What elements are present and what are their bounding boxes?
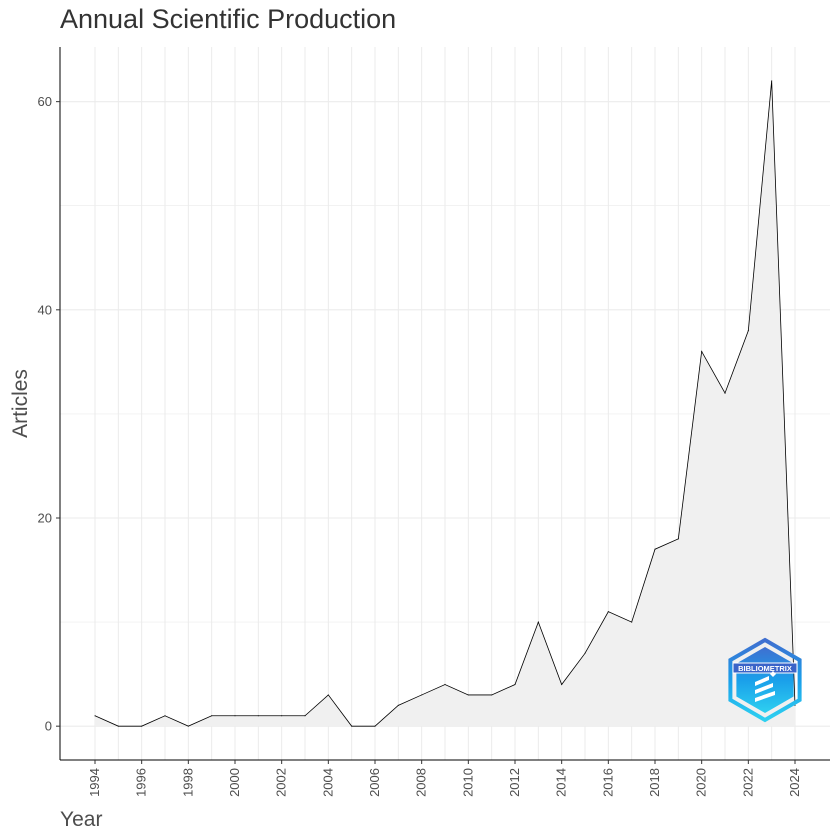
data-point [187, 725, 189, 727]
data-point [327, 694, 329, 696]
data-point [747, 330, 749, 332]
x-tick-label: 2004 [320, 768, 335, 797]
data-point [701, 350, 703, 353]
x-tick-label: 2024 [787, 768, 802, 797]
data-point [397, 704, 399, 706]
data-point [561, 683, 563, 686]
data-point [724, 392, 726, 394]
data-point [771, 80, 773, 82]
x-tick-label: 2002 [274, 768, 289, 797]
y-tick-label: 0 [45, 719, 52, 734]
x-tick-label: 2014 [554, 768, 569, 797]
data-point [677, 538, 679, 540]
data-point [211, 715, 213, 717]
data-point [281, 715, 283, 717]
x-tick-label: 2020 [694, 768, 709, 797]
data-point [631, 621, 633, 623]
data-point [164, 715, 166, 717]
x-tick-label: 1998 [180, 768, 195, 797]
data-point [94, 715, 96, 717]
data-point [537, 621, 539, 623]
x-tick-label: 2006 [367, 768, 382, 797]
data-point [234, 715, 236, 717]
data-point [444, 683, 446, 686]
data-point [257, 715, 259, 717]
data-point [351, 725, 353, 727]
data-point [117, 725, 119, 727]
data-point [304, 715, 306, 717]
x-tick-label: 2018 [647, 768, 662, 797]
x-tick-label: 2016 [600, 768, 615, 797]
data-point [654, 548, 656, 550]
data-point [514, 683, 516, 686]
x-axis-title: Year [60, 808, 102, 831]
data-point [491, 694, 493, 696]
y-tick-label: 60 [38, 94, 52, 109]
chart-title: Annual Scientific Production [60, 4, 397, 34]
x-tick-label: 2008 [414, 768, 429, 797]
bibliometrix-logo: BIBLIOMETRIX [728, 637, 802, 723]
x-tick-label: 2012 [507, 768, 522, 797]
area-fill [95, 80, 795, 727]
svg-text:BIBLIOMETRIX: BIBLIOMETRIX [738, 664, 792, 673]
data-point [374, 725, 376, 727]
y-tick-label: 40 [38, 302, 52, 317]
x-tick-label: 2010 [460, 768, 475, 797]
x-tick-label: 2022 [740, 768, 755, 797]
data-point [141, 725, 143, 727]
data-point [467, 694, 469, 696]
data-point [421, 694, 423, 696]
data-point [584, 652, 586, 654]
x-tick-label: 1996 [134, 768, 149, 797]
x-tick-label: 2000 [227, 768, 242, 797]
data-point [607, 611, 609, 613]
x-tick-label: 1994 [87, 768, 102, 797]
y-axis-title: Articles [9, 369, 32, 438]
y-tick-label: 20 [38, 510, 52, 525]
